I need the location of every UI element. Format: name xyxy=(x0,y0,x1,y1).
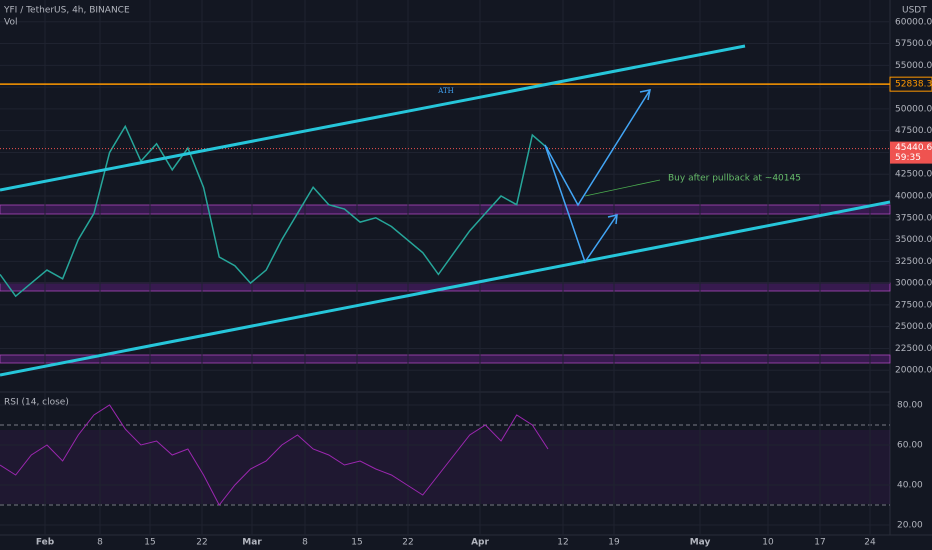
y-tick-label: 57500.00 xyxy=(895,39,932,49)
y-tick-label: 42500.00 xyxy=(895,170,932,180)
drawings xyxy=(0,44,891,377)
y-tick-label: 35000.00 xyxy=(895,235,932,245)
plot xyxy=(0,83,890,506)
x-tick-label: 12 xyxy=(557,538,568,548)
note-pointer xyxy=(584,179,661,197)
countdown: 59:35 xyxy=(895,153,921,163)
x-tick-label: 19 xyxy=(608,538,620,548)
last-price-label: 45440.63 xyxy=(895,143,932,153)
y-tick-label: 47500.00 xyxy=(895,126,932,136)
y-tick-label: 60000.00 xyxy=(895,17,932,27)
y-tick-label: 20000.00 xyxy=(895,366,932,376)
arrow-head xyxy=(607,214,618,225)
x-tick-label: 8 xyxy=(302,538,308,548)
symbol-title: YFI / TetherUS, 4h, BINANCE xyxy=(3,6,130,16)
x-tick-label: 17 xyxy=(814,538,825,548)
rsi-tick-label: 40.00 xyxy=(897,481,923,491)
x-tick-label: 10 xyxy=(762,538,774,548)
x-tick-label: May xyxy=(690,538,711,548)
arrow-head xyxy=(639,89,651,101)
x-tick-label: 8 xyxy=(97,538,103,548)
y-tick-label: 40000.00 xyxy=(895,192,932,202)
y-tick-label: 27500.00 xyxy=(895,300,932,310)
zone xyxy=(0,204,891,215)
currency: USDT xyxy=(902,6,927,16)
channel-upper xyxy=(0,44,746,192)
rsi-title: RSI (14, close) xyxy=(4,398,69,408)
y-tick-label: 30000.00 xyxy=(895,279,932,289)
x-tick-label: 22 xyxy=(196,538,207,548)
x-tick-label: 15 xyxy=(351,538,362,548)
y-tick-label: 50000.00 xyxy=(895,104,932,114)
projection-arrow xyxy=(544,144,618,264)
zone xyxy=(0,354,891,364)
grid xyxy=(0,0,890,535)
ath-price-tag xyxy=(889,76,932,92)
ath-price-label: 52838.39 xyxy=(895,80,932,90)
x-tick-label: 22 xyxy=(402,538,413,548)
projection-arrow xyxy=(544,89,651,207)
price-line xyxy=(0,124,549,298)
y-tick-label: 55000.00 xyxy=(895,61,932,71)
y-tick-label: 22500.00 xyxy=(895,344,932,354)
y-tick-label: 25000.00 xyxy=(895,322,932,332)
x-tick-label: Feb xyxy=(36,538,55,548)
x-tick-label: Apr xyxy=(471,538,489,548)
x-tick-label: 15 xyxy=(144,538,155,548)
rsi-line xyxy=(0,404,549,506)
x-tick-label: 24 xyxy=(864,538,876,548)
channel-lower xyxy=(0,200,891,377)
rsi-tick-label: 80.00 xyxy=(897,401,923,411)
y-tick-label: 37500.00 xyxy=(895,213,932,223)
note-label: Buy after pullback at ~40145 xyxy=(668,174,801,184)
x-tick-label: Mar xyxy=(242,538,262,548)
y-tick-label: 32500.00 xyxy=(895,257,932,267)
rsi-tick-label: 60.00 xyxy=(897,441,923,451)
last-price-tag xyxy=(890,141,932,164)
rsi-tick-label: 20.00 xyxy=(897,521,923,531)
ath-label: ATH xyxy=(437,87,453,95)
volume-label: Vol xyxy=(4,18,17,28)
